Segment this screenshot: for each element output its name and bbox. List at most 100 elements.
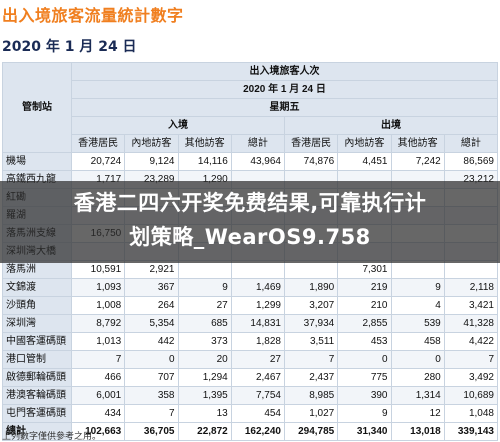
table-row: 啟德郵輪碼頭 466 707 1,294 2,467 2,437 775 280 3,492 [2,368,499,387]
table-cell: 434 [70,404,126,423]
table-cell: 367 [124,278,179,297]
table-cell [443,260,499,279]
table-cell: 5,354 [124,314,179,333]
table-cell: 8,792 [70,314,126,333]
total-cell: 294,785 [283,422,339,441]
table-cell: 466 [70,368,126,387]
table-cell: 8,985 [283,386,339,405]
headline-line-1: 香港二四六开奖免费结果,可靠执行计 [73,191,427,215]
headline-overlay [0,181,500,263]
port-name: 深圳灣 [2,314,72,333]
column-header: 總計 [230,134,286,153]
table-cell: 3,207 [283,296,339,315]
table-row: 中國客運碼頭 1,013 442 373 1,828 3,511 453 458 4,422 [2,332,499,351]
arrival-header: 入境 [71,116,285,135]
page-title: 出入境旅客流量統計數字 [2,6,184,25]
table-cell: 13 [177,404,232,423]
port-name: 中國客運碼頭 [2,332,72,351]
table-cell: 1,395 [177,386,232,405]
table-cell: 20,724 [70,152,126,171]
table-cell: 27 [230,350,286,369]
headline-overlay-text: 香港二四六开奖免费结果,可靠执行计 划策略_WearOS9.758 [0,186,500,254]
column-header: 總計 [443,134,499,153]
table-row: 文錦渡 1,093 367 9 1,469 1,890 219 9 2,118 [2,278,499,297]
port-name: 落馬洲 [2,260,72,279]
table-cell: 37,934 [283,314,339,333]
table-cell: 264 [124,296,179,315]
table-cell: 3,492 [443,368,499,387]
table-cell: 1,828 [230,332,286,351]
total-cell: 31,340 [337,422,392,441]
table-cell: 454 [230,404,286,423]
table-cell: 6,001 [70,386,126,405]
table-cell: 358 [124,386,179,405]
table-cell [390,260,445,279]
table-header: 管制站 出入境旅客人次 2020 年 1 月 24 日 星期五 入境 出境 香港… [2,62,499,153]
table-cell: 4 [390,296,445,315]
table-cell: 0 [390,350,445,369]
table-row: 落馬洲 10,591 2,921 7,301 [2,260,499,279]
table-cell: 1,314 [390,386,445,405]
page-date: 2020 年 1 月 24 日 [2,39,137,55]
port-name: 沙頭角 [2,296,72,315]
total-cell: 162,240 [230,422,286,441]
table-cell: 210 [337,296,392,315]
table-cell: 390 [337,386,392,405]
table-cell: 2,437 [283,368,339,387]
total-cell: 339,143 [443,422,499,441]
column-header: 其他訪客 [177,134,232,153]
table-cell: 10,591 [70,260,126,279]
control-point-header: 管制站 [2,62,72,153]
table-cell: 373 [177,332,232,351]
headline-line-2: 划策略_WearOS9.758 [129,225,371,249]
port-name: 港澳客輪碼頭 [2,386,72,405]
column-header: 香港居民 [283,134,339,153]
table-cell: 539 [390,314,445,333]
table-cell: 280 [390,368,445,387]
table-row: 沙頭角 1,008 264 27 1,299 3,207 210 4 3,421 [2,296,499,315]
table-cell: 685 [177,314,232,333]
table-cell: 14,831 [230,314,286,333]
table-cell: 14,116 [177,152,232,171]
table-cell: 10,689 [443,386,499,405]
table-cell: 4,422 [443,332,499,351]
table-cell: 20 [177,350,232,369]
total-cell: 102,663 [70,422,126,441]
table-row: 港澳客輪碼頭 6,001 358 1,395 7,754 8,985 390 1,314 10,… [2,386,499,405]
table-cell: 219 [337,278,392,297]
total-row: 總計 102,663 36,705 22,872 162,240 294,785 31,34… [2,422,499,441]
total-cell: 22,872 [177,422,232,441]
footnote: 上列數字僅供參考之用。 [2,431,102,441]
table-cell: 2,118 [443,278,499,297]
table-cell: 43,964 [230,152,286,171]
table-cell: 2,855 [337,314,392,333]
table-cell: 4,451 [337,152,392,171]
table-cell: 1,890 [283,278,339,297]
table-cell: 1,013 [70,332,126,351]
port-name: 文錦渡 [2,278,72,297]
table-cell: 7 [70,350,126,369]
table-cell: 0 [124,350,179,369]
column-header: 其他訪客 [390,134,445,153]
table-cell: 1,299 [230,296,286,315]
table-cell: 442 [124,332,179,351]
table-cell: 3,511 [283,332,339,351]
table-cell: 458 [390,332,445,351]
table-cell: 707 [124,368,179,387]
column-header: 內地訪客 [124,134,179,153]
table-cell: 7 [124,404,179,423]
table-cell: 1,048 [443,404,499,423]
table-cell: 41,328 [443,314,499,333]
column-header: 內地訪客 [337,134,392,153]
table-row: 屯門客運碼頭 434 7 13 454 1,027 9 12 1,048 [2,404,499,423]
table-cell [230,260,286,279]
port-name: 機場 [2,152,72,171]
table-date: 2020 年 1 月 24 日 [71,80,498,99]
table-row: 機場 20,724 9,124 14,116 43,964 74,876 4,451 7,24… [2,152,499,171]
table-cell [283,260,339,279]
table-cell: 74,876 [283,152,339,171]
port-name: 啟德郵輪碼頭 [2,368,72,387]
total-cell: 13,018 [390,422,445,441]
table-cell: 9 [177,278,232,297]
table-cell: 1,027 [283,404,339,423]
